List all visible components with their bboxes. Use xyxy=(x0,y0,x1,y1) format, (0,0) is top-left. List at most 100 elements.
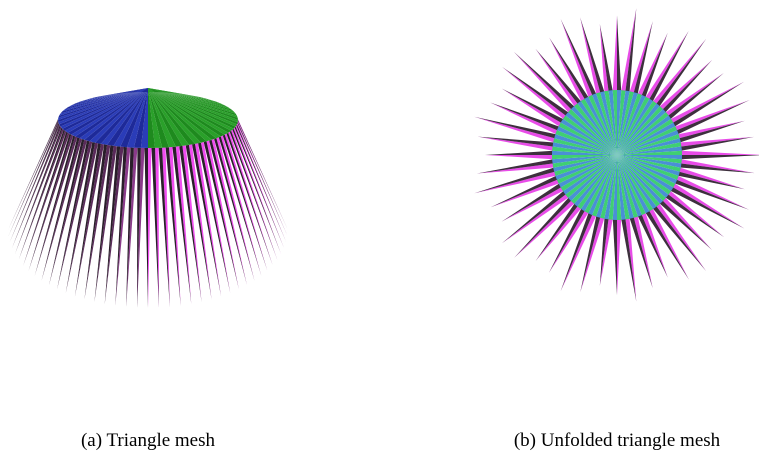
wedge xyxy=(617,155,680,176)
wedge xyxy=(568,109,617,155)
spike xyxy=(670,187,745,229)
spike xyxy=(226,132,273,266)
wedge xyxy=(558,122,617,155)
spike xyxy=(485,155,554,160)
wedge xyxy=(617,138,681,155)
spike xyxy=(501,187,564,222)
wedge xyxy=(617,90,630,155)
spike xyxy=(677,171,745,190)
spike xyxy=(104,146,121,305)
spike xyxy=(676,100,750,135)
caption: (b) Unfolded triangle mesh xyxy=(514,430,721,451)
wedge xyxy=(617,122,676,155)
wedge xyxy=(617,96,650,155)
spike xyxy=(674,100,750,131)
spike xyxy=(485,150,554,155)
facet xyxy=(148,88,212,142)
spike xyxy=(501,194,569,244)
spike xyxy=(672,183,745,229)
spike xyxy=(11,125,61,249)
spike xyxy=(9,124,60,243)
spike xyxy=(234,126,285,249)
spike xyxy=(560,212,593,292)
spike xyxy=(612,15,617,92)
spike xyxy=(645,210,689,280)
spike xyxy=(198,142,231,294)
wedge xyxy=(617,142,682,155)
facet xyxy=(113,88,148,147)
wedge xyxy=(552,155,617,160)
spike xyxy=(8,121,59,237)
spike xyxy=(14,127,63,255)
facet xyxy=(148,88,225,106)
spike xyxy=(502,67,569,116)
spike xyxy=(158,147,170,307)
spike xyxy=(151,147,159,308)
wedge xyxy=(571,106,617,155)
wedge xyxy=(571,155,617,204)
spike xyxy=(237,120,288,230)
spike xyxy=(224,133,268,271)
spike xyxy=(206,140,239,290)
spike xyxy=(8,120,59,230)
spike xyxy=(501,88,562,127)
spike xyxy=(535,48,578,107)
spike xyxy=(560,19,593,98)
spike xyxy=(474,116,557,139)
spike xyxy=(49,139,87,286)
wedge xyxy=(617,155,634,219)
facet xyxy=(107,88,148,96)
spike xyxy=(115,146,127,306)
facet xyxy=(75,88,148,104)
wedge xyxy=(574,103,617,155)
wedge xyxy=(612,90,617,155)
spike xyxy=(501,88,564,123)
facet xyxy=(60,88,148,114)
wedge xyxy=(580,155,617,212)
spike xyxy=(104,146,124,305)
facet xyxy=(62,88,148,112)
spike xyxy=(162,147,170,307)
spike xyxy=(652,38,707,105)
spike xyxy=(678,167,745,190)
spike xyxy=(23,132,70,266)
spike xyxy=(535,203,578,261)
spike xyxy=(28,134,74,271)
wedge xyxy=(617,155,669,198)
facet xyxy=(113,88,148,95)
spike xyxy=(476,159,554,174)
spike xyxy=(656,203,707,272)
spike xyxy=(548,210,589,273)
facet xyxy=(148,88,234,131)
spike xyxy=(621,218,637,302)
wedge xyxy=(556,126,617,155)
spike xyxy=(144,148,148,308)
wedge xyxy=(584,155,617,214)
spike xyxy=(637,32,668,96)
spike xyxy=(677,120,745,139)
spike xyxy=(560,214,597,292)
facet xyxy=(75,88,148,139)
wedge xyxy=(617,109,666,155)
spike xyxy=(41,137,80,281)
spike xyxy=(490,175,558,208)
wedge xyxy=(617,98,654,155)
wedge xyxy=(563,115,617,155)
wedge xyxy=(617,90,622,155)
wedge xyxy=(617,92,638,155)
facet xyxy=(95,88,148,144)
facet xyxy=(148,88,221,104)
facet xyxy=(133,88,148,148)
spike xyxy=(220,135,262,276)
facet xyxy=(107,88,148,146)
spike xyxy=(617,218,622,296)
spike xyxy=(57,141,93,290)
spike xyxy=(188,144,212,300)
spike xyxy=(612,218,617,296)
wedge xyxy=(617,93,642,155)
spike xyxy=(514,200,575,258)
facet xyxy=(148,88,189,146)
spike xyxy=(14,128,64,255)
facet xyxy=(71,88,148,137)
spike xyxy=(94,145,117,303)
